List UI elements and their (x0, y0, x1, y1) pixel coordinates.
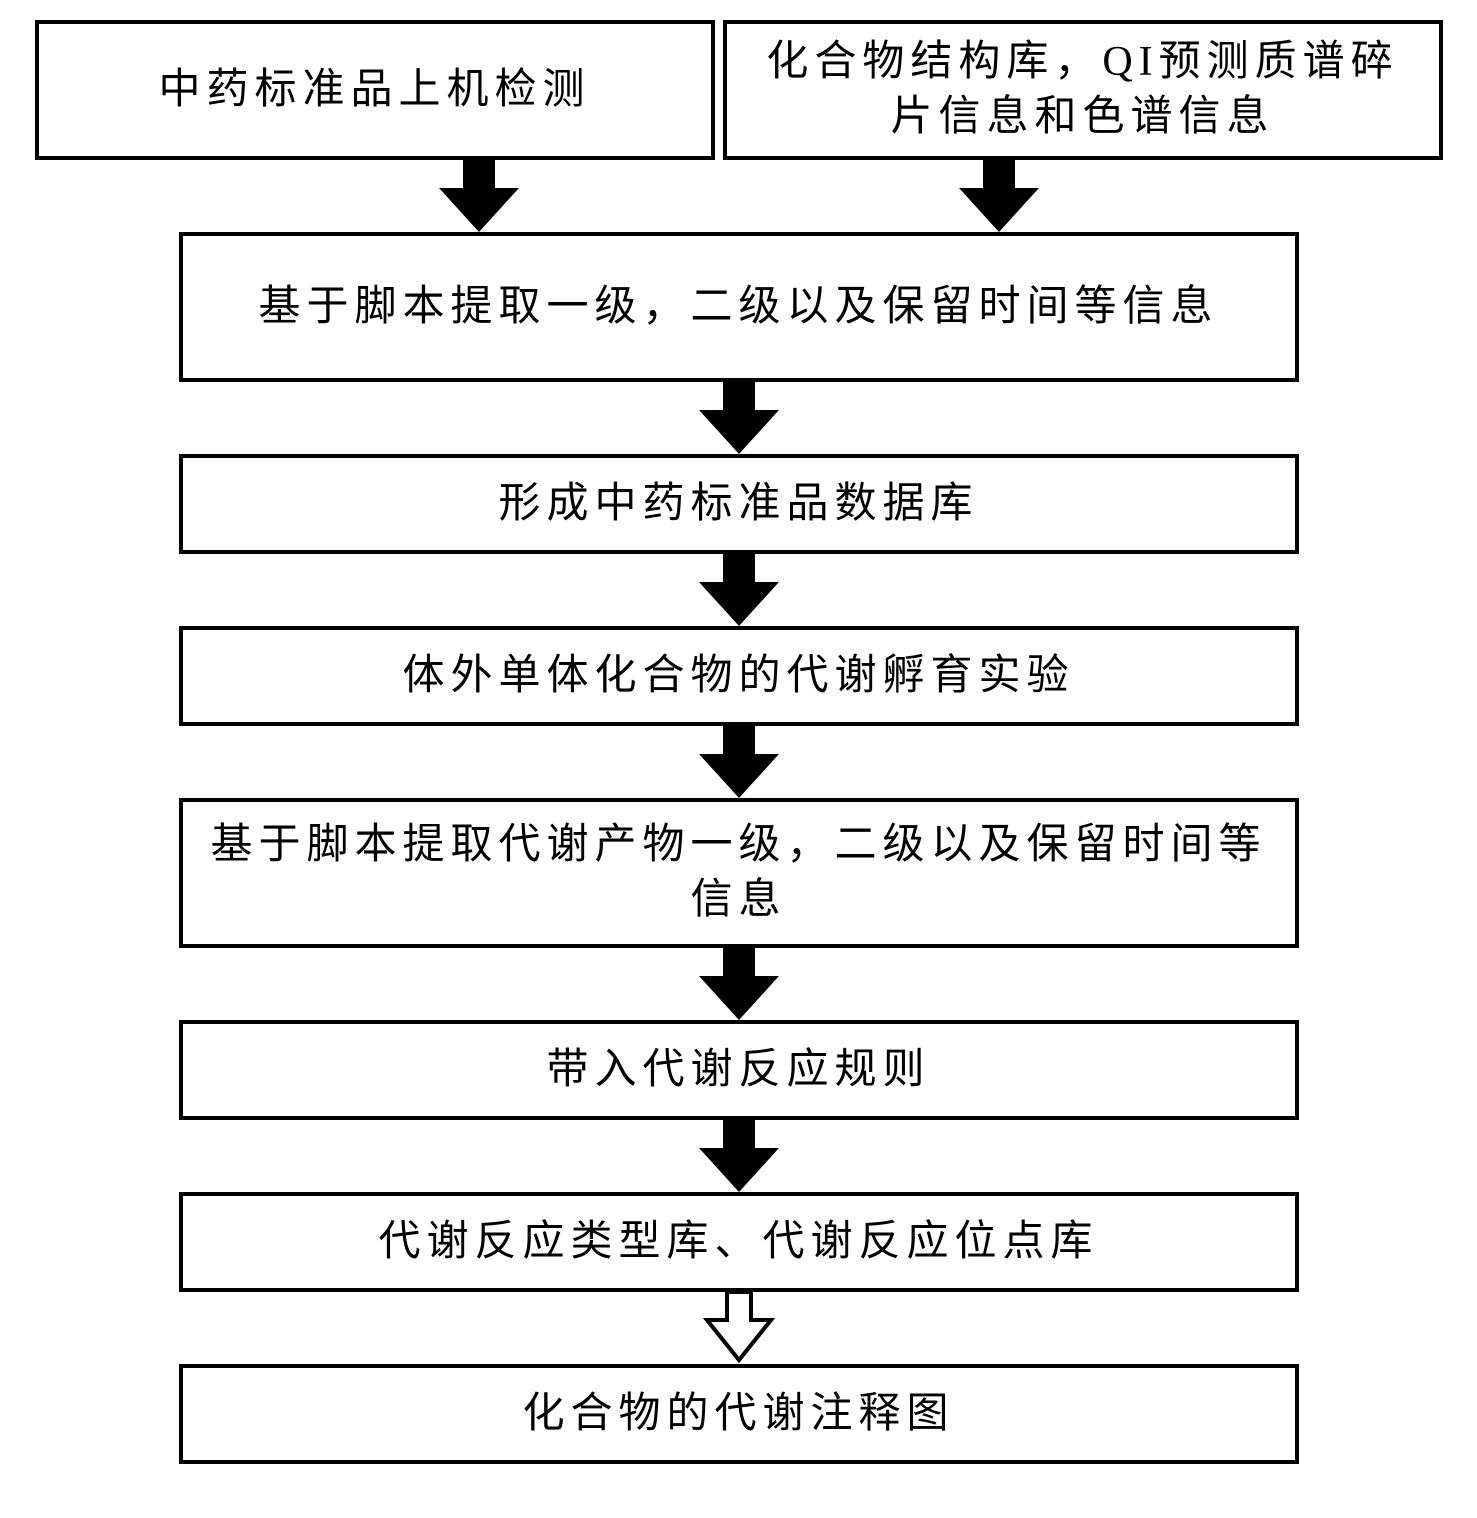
node-step4: 基于脚本提取代谢产物一级，二级以及保留时间等信息 (179, 798, 1299, 948)
node-label: 代谢反应类型库、代谢反应位点库 (378, 1215, 1098, 1270)
arrow-row (30, 726, 1447, 798)
arrow-row-hollow (30, 1292, 1447, 1364)
node-step7: 化合物的代谢注释图 (179, 1364, 1299, 1464)
arrow-row-top (30, 160, 1447, 232)
node-label: 基于脚本提取代谢产物一级，二级以及保留时间等信息 (207, 818, 1271, 927)
arrow-row (30, 382, 1447, 454)
node-label: 中药标准品上机检测 (158, 63, 590, 118)
arrow-row (30, 554, 1447, 626)
node-label: 化合物结构库，QI预测质谱碎片信息和色谱信息 (751, 35, 1415, 144)
node-step3: 体外单体化合物的代谢孵育实验 (179, 626, 1299, 726)
node-label: 形成中药标准品数据库 (498, 477, 978, 532)
top-row: 中药标准品上机检测 化合物结构库，QI预测质谱碎片信息和色谱信息 (30, 20, 1447, 160)
node-label: 化合物的代谢注释图 (522, 1387, 954, 1442)
arrow-row (30, 1120, 1447, 1192)
arrow-row (30, 948, 1447, 1020)
arrow-hollow-icon (699, 1292, 779, 1364)
node-step5: 带入代谢反应规则 (179, 1020, 1299, 1120)
node-top-left: 中药标准品上机检测 (35, 20, 715, 160)
node-step6: 代谢反应类型库、代谢反应位点库 (179, 1192, 1299, 1292)
node-label: 带入代谢反应规则 (546, 1043, 930, 1098)
node-step1: 基于脚本提取一级，二级以及保留时间等信息 (179, 232, 1299, 382)
node-label: 体外单体化合物的代谢孵育实验 (402, 649, 1074, 704)
flowchart-container: 中药标准品上机检测 化合物结构库，QI预测质谱碎片信息和色谱信息 基于脚本提取一… (30, 20, 1447, 1464)
node-step2: 形成中药标准品数据库 (179, 454, 1299, 554)
node-top-right: 化合物结构库，QI预测质谱碎片信息和色谱信息 (723, 20, 1443, 160)
node-label: 基于脚本提取一级，二级以及保留时间等信息 (258, 280, 1218, 335)
